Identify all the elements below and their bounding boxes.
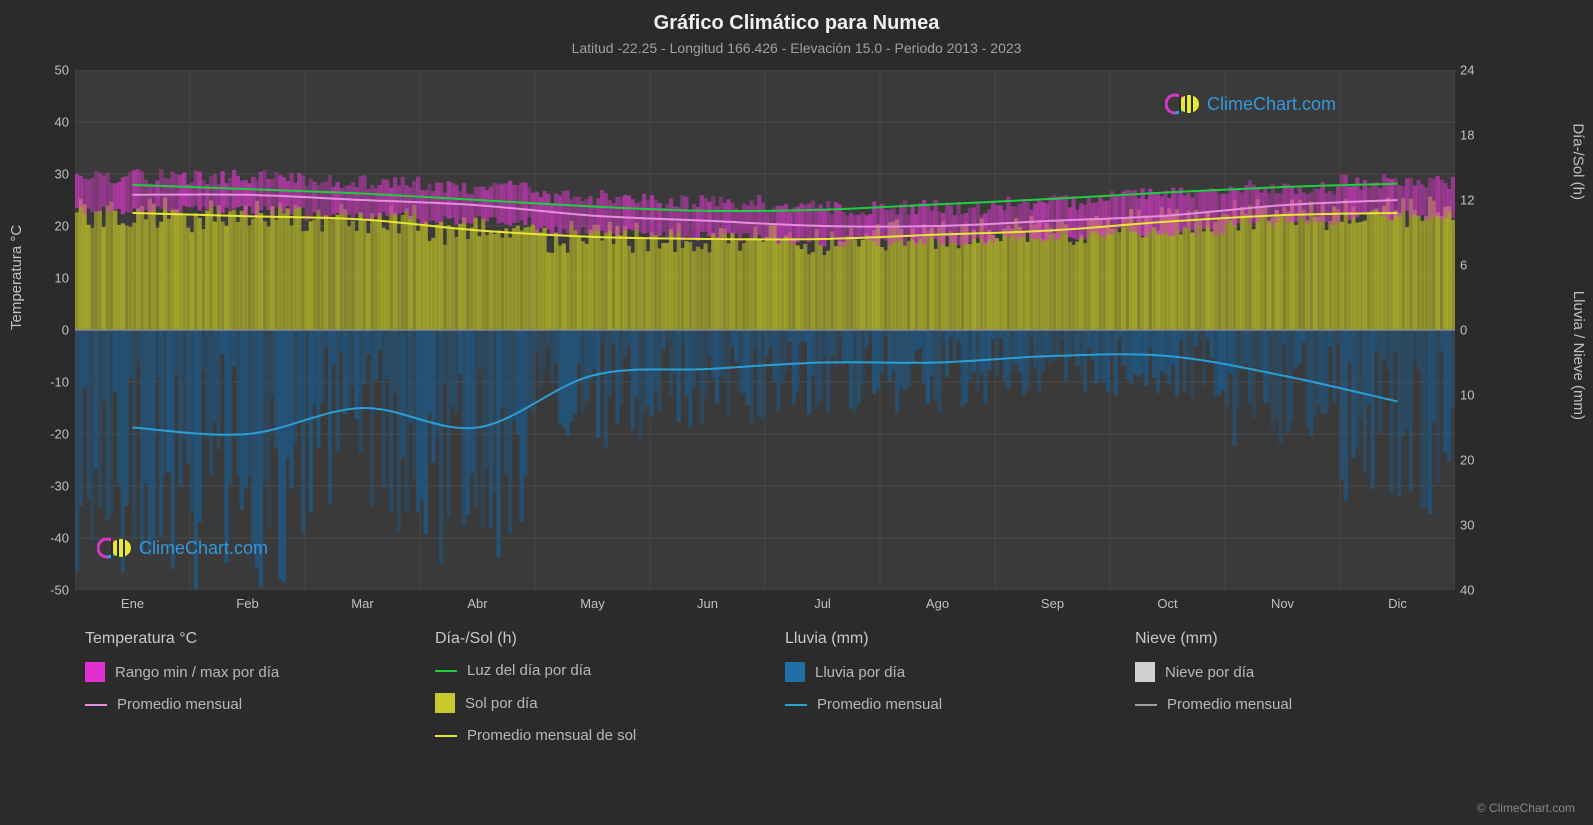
legend-swatch	[1135, 662, 1155, 682]
y-right-top-tick: 12	[1460, 193, 1500, 208]
legend-swatch	[1135, 704, 1157, 706]
y-right-top-tick: 24	[1460, 63, 1500, 78]
y-left-tick: -40	[24, 531, 69, 546]
chart-title: Gráfico Climático para Numea	[0, 12, 1593, 35]
y-right-top-tick: 0	[1460, 323, 1500, 338]
x-tick-month: Ene	[121, 596, 144, 611]
legend-label: Promedio mensual	[1167, 696, 1292, 713]
legend-swatch	[785, 662, 805, 682]
legend-label: Sol por día	[465, 695, 538, 712]
legend-item: Nieve por día	[1135, 662, 1485, 682]
y-left-tick: -30	[24, 479, 69, 494]
x-tick-month: Feb	[236, 596, 258, 611]
y-right-top-tick: 6	[1460, 258, 1500, 273]
y-right-bottom-tick: 10	[1460, 388, 1500, 403]
y-axis-right-bottom-label: Lluvia / Nieve (mm)	[1570, 291, 1587, 420]
legend-label: Lluvia por día	[815, 664, 905, 681]
x-tick-month: Oct	[1157, 596, 1177, 611]
watermark-top: ClimeChart.com	[1165, 92, 1336, 116]
legend-header: Día-/Sol (h)	[435, 630, 785, 648]
plot-svg	[75, 70, 1455, 590]
plot-area: ClimeChart.com ClimeChart.com	[75, 70, 1455, 590]
y-left-tick: 0	[24, 323, 69, 338]
legend-header: Lluvia (mm)	[785, 630, 1135, 648]
y-axis-left-label: Temperatura °C	[8, 225, 25, 330]
watermark-text: ClimeChart.com	[1207, 94, 1336, 115]
legend-label: Nieve por día	[1165, 664, 1254, 681]
legend-label: Promedio mensual	[117, 696, 242, 713]
x-tick-month: Ago	[926, 596, 949, 611]
legend-item: Promedio mensual	[785, 696, 1135, 713]
legend-item: Promedio mensual	[85, 696, 435, 713]
y-left-tick: 20	[24, 219, 69, 234]
legend-item: Promedio mensual de sol	[435, 727, 785, 744]
x-tick-month: Sep	[1041, 596, 1064, 611]
x-tick-month: Mar	[351, 596, 373, 611]
x-tick-month: Nov	[1271, 596, 1294, 611]
logo-icon	[97, 536, 133, 560]
legend-swatch	[435, 735, 457, 737]
legend-swatch	[435, 693, 455, 713]
legend-item: Sol por día	[435, 693, 785, 713]
y-right-bottom-tick: 30	[1460, 518, 1500, 533]
legend-column: Día-/Sol (h) Luz del día por día Sol por d…	[435, 630, 785, 758]
logo-icon	[1165, 92, 1201, 116]
y-right-top-tick: 18	[1460, 128, 1500, 143]
x-tick-month: Dic	[1388, 596, 1407, 611]
legend-label: Promedio mensual de sol	[467, 727, 636, 744]
watermark-bottom: ClimeChart.com	[97, 536, 268, 560]
y-right-bottom-tick: 20	[1460, 453, 1500, 468]
y-axis-right-top-label: Día-/Sol (h)	[1570, 123, 1587, 200]
y-left-tick: 10	[24, 271, 69, 286]
legend-item: Lluvia por día	[785, 662, 1135, 682]
legend: Temperatura °C Rango min / max por día Pro…	[85, 630, 1485, 758]
copyright: © ClimeChart.com	[1477, 801, 1575, 815]
legend-item: Rango min / max por día	[85, 662, 435, 682]
legend-swatch	[85, 662, 105, 682]
legend-swatch	[85, 704, 107, 706]
legend-label: Luz del día por día	[467, 662, 591, 679]
y-left-tick: -10	[24, 375, 69, 390]
chart-container: Gráfico Climático para Numea Latitud -22…	[0, 0, 1593, 825]
x-tick-month: Jul	[814, 596, 831, 611]
x-tick-month: May	[580, 596, 605, 611]
legend-header: Temperatura °C	[85, 630, 435, 648]
legend-column: Temperatura °C Rango min / max por día Pro…	[85, 630, 435, 758]
y-right-bottom-tick: 40	[1460, 583, 1500, 598]
y-left-tick: 50	[24, 63, 69, 78]
legend-header: Nieve (mm)	[1135, 630, 1485, 648]
legend-label: Rango min / max por día	[115, 664, 279, 681]
legend-swatch	[785, 704, 807, 706]
legend-label: Promedio mensual	[817, 696, 942, 713]
y-left-tick: -50	[24, 583, 69, 598]
x-tick-month: Abr	[467, 596, 487, 611]
chart-subtitle: Latitud -22.25 - Longitud 166.426 - Elev…	[0, 40, 1593, 56]
y-left-tick: -20	[24, 427, 69, 442]
y-left-tick: 40	[24, 115, 69, 130]
legend-column: Lluvia (mm) Lluvia por día Promedio mensua…	[785, 630, 1135, 758]
legend-item: Promedio mensual	[1135, 696, 1485, 713]
x-tick-month: Jun	[697, 596, 718, 611]
watermark-text: ClimeChart.com	[139, 538, 268, 559]
y-left-tick: 30	[24, 167, 69, 182]
legend-swatch	[435, 670, 457, 672]
legend-item: Luz del día por día	[435, 662, 785, 679]
legend-column: Nieve (mm) Nieve por día Promedio mensual	[1135, 630, 1485, 758]
